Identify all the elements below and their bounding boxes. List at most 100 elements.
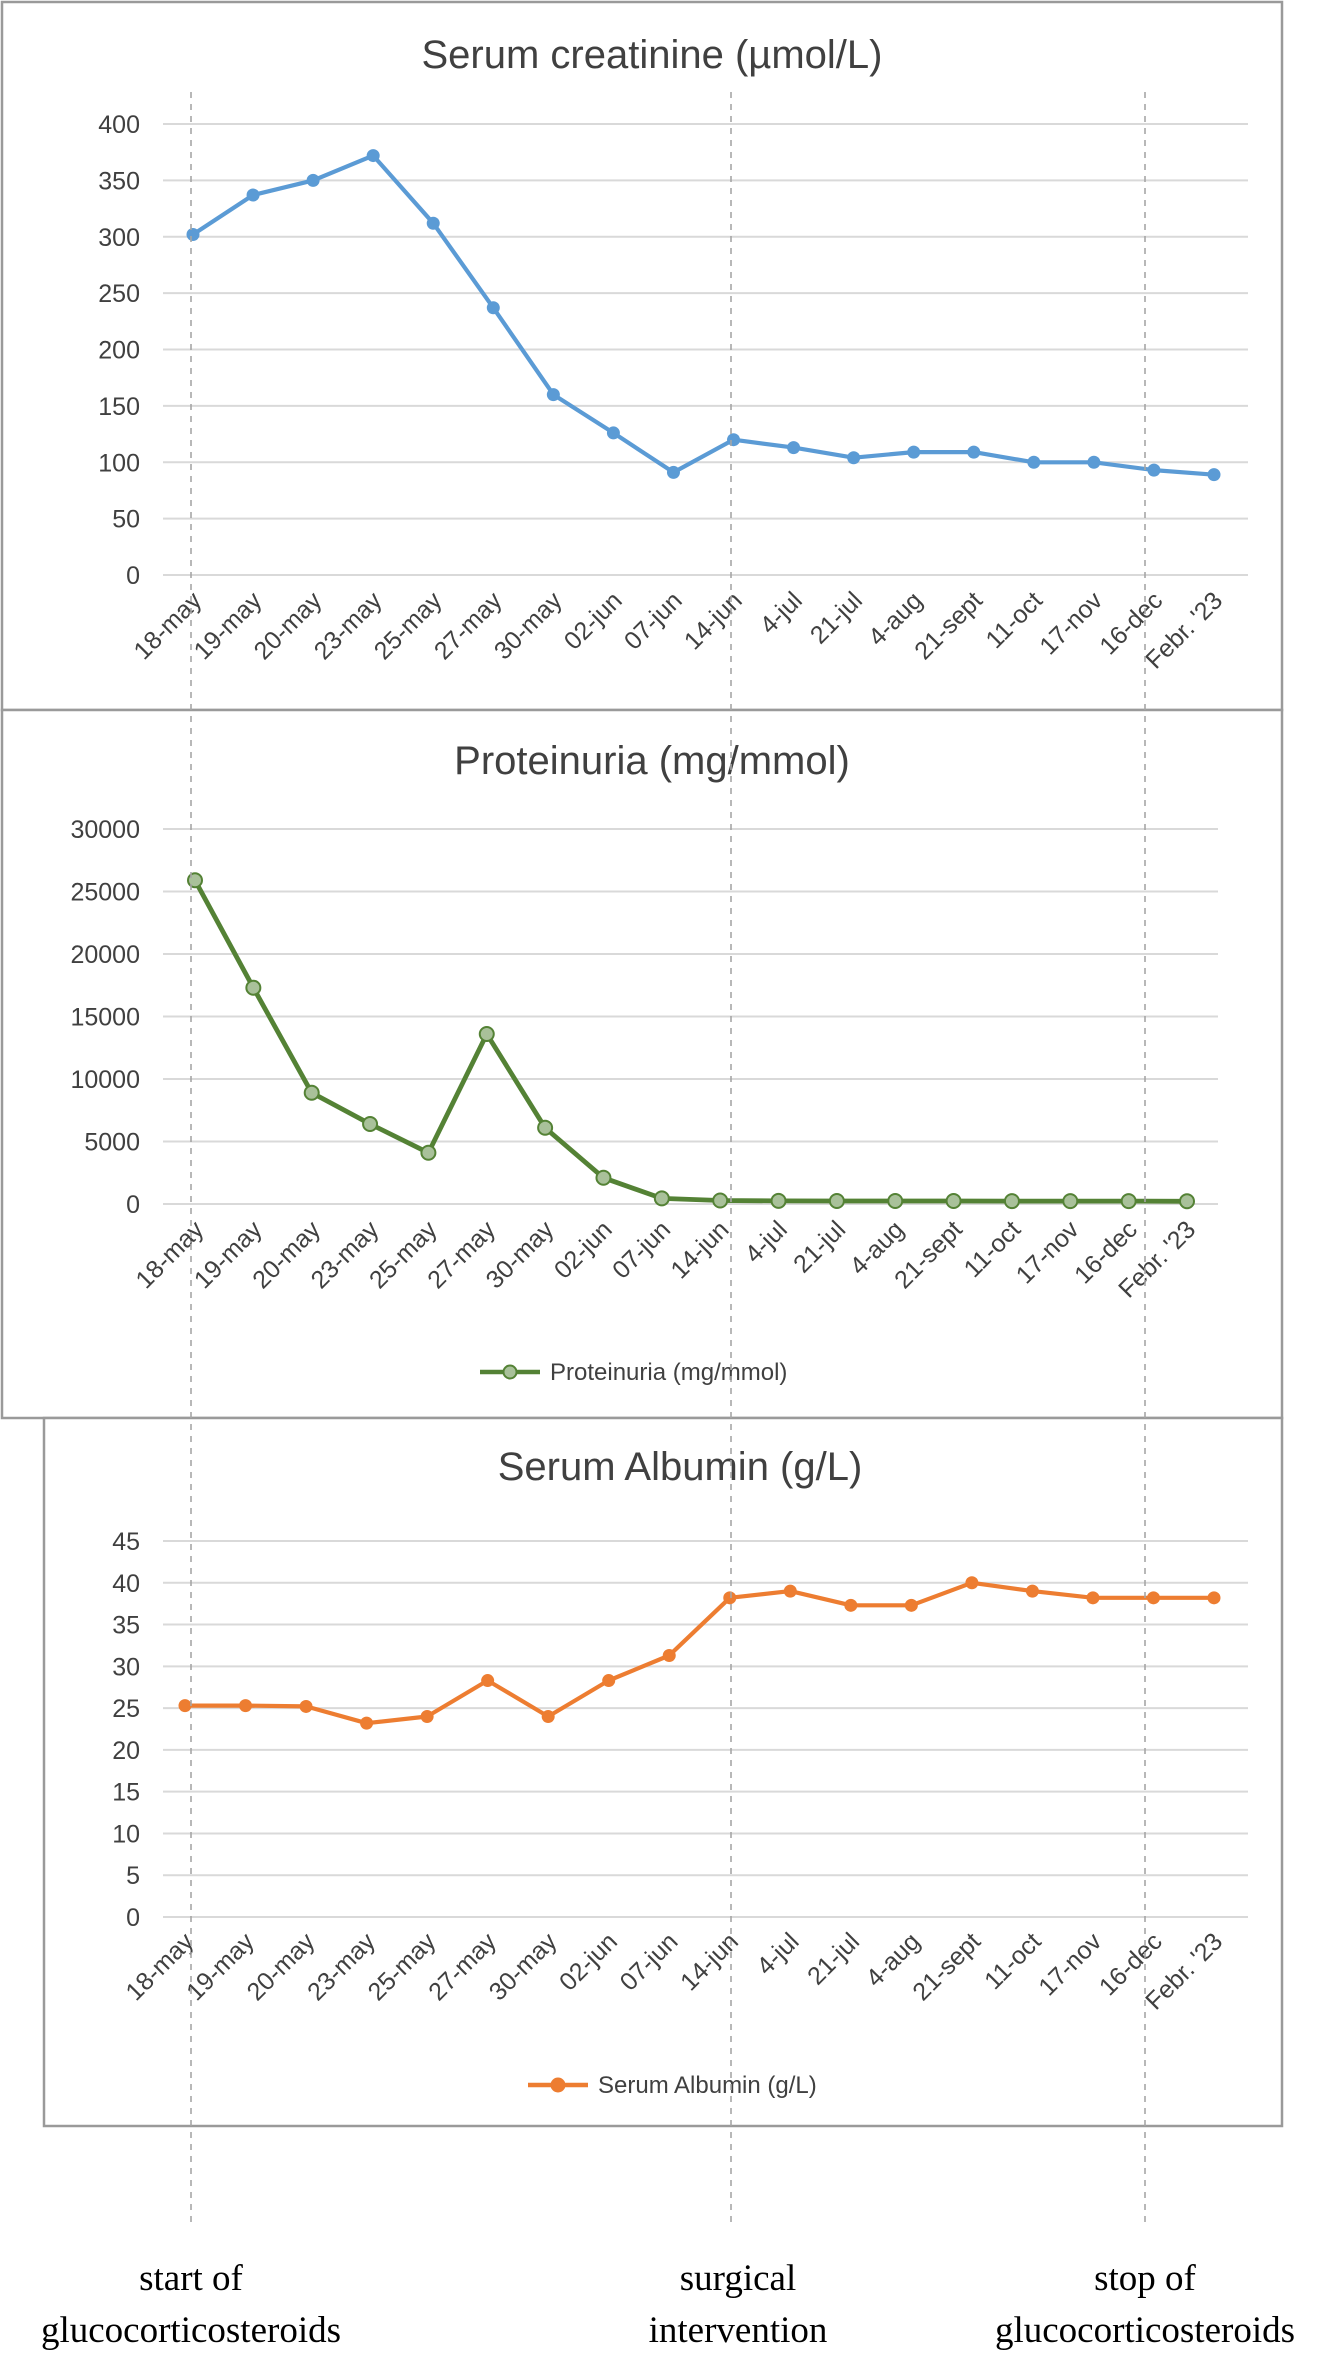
data-point (420, 1709, 434, 1723)
data-point (1025, 1584, 1039, 1598)
y-tick-label: 150 (98, 393, 140, 421)
series-line (190, 153, 1217, 477)
series-line (182, 1580, 1217, 1726)
data-point (541, 1709, 555, 1723)
annotation-stop-line2: glucocorticosteroids (995, 2310, 1295, 2351)
data-point (299, 1699, 313, 1713)
y-tick-label: 25000 (70, 879, 140, 907)
data-point (366, 149, 380, 163)
y-tick-label: 100 (98, 449, 140, 477)
series-line (192, 877, 1190, 1204)
data-point (178, 1699, 192, 1713)
data-point (1146, 1591, 1160, 1605)
y-tick-label: 30 (112, 1653, 140, 1681)
data-point (723, 1591, 737, 1605)
data-point (303, 1084, 320, 1101)
data-point (362, 1116, 379, 1132)
data-point (602, 1674, 616, 1688)
y-tick-label: 15 (112, 1779, 140, 1807)
data-point (770, 1192, 787, 1209)
data-point (967, 445, 981, 459)
y-tick-label: 40 (112, 1570, 140, 1598)
chart-title: Serum Albumin (g/L) (498, 1445, 863, 1489)
y-tick-label: 50 (112, 506, 140, 534)
chart-frame (0, 0, 1284, 712)
chart-panel-2: Proteinuria (mg/mmol) 0 5000 10000 15000 2000… (0, 708, 1284, 1420)
y-tick-label: 10 (112, 1820, 140, 1848)
chart-title: Serum creatinine (µmol/L) (422, 33, 883, 77)
data-point (187, 872, 203, 889)
chart-frame (0, 708, 1284, 1420)
chart-panel-3: Serum Albumin (g/L)05101520253035404518-… (42, 1416, 1284, 2128)
data-point (486, 301, 500, 315)
y-tick-label: 20 (112, 1737, 140, 1765)
y-tick-label: 15000 (70, 1004, 140, 1032)
data-point (653, 1190, 670, 1207)
legend-label: Serum Albumin (g/L) (598, 2072, 817, 2099)
data-point (712, 1192, 729, 1209)
y-tick-label: 5 (126, 1862, 140, 1890)
legend-swatch-marker (550, 2077, 566, 2093)
chart-frame (42, 1416, 1284, 2128)
annotation-start-line1: start of (139, 2258, 243, 2299)
y-tick-label: 45 (112, 1528, 140, 1556)
data-point (1003, 1193, 1020, 1210)
data-point (1207, 1591, 1221, 1605)
data-point (306, 173, 320, 187)
data-point (186, 227, 200, 241)
data-point (1087, 455, 1101, 469)
y-tick-label: 10000 (70, 1066, 140, 1094)
event-markers (190, 92, 1146, 2225)
y-tick-label: 35 (112, 1612, 140, 1640)
y-tick-label: 0 (126, 1191, 140, 1219)
data-point (595, 1169, 612, 1186)
chart-panel-1: Serum creatinine (µmol/L) 0 50 100 150 200 250… (0, 0, 1284, 712)
data-point (727, 433, 741, 447)
y-tick-label: 25 (112, 1695, 140, 1723)
data-point (828, 1193, 845, 1209)
data-point (481, 1674, 495, 1688)
y-tick-label: 20000 (70, 941, 140, 969)
data-point (844, 1598, 858, 1612)
data-point (965, 1576, 979, 1590)
data-point (239, 1699, 253, 1713)
annotation-stop-line1: stop of (1094, 2258, 1196, 2299)
data-point (887, 1193, 904, 1209)
data-point (904, 1598, 918, 1612)
data-point (478, 1026, 495, 1042)
data-point (1179, 1193, 1195, 1210)
data-point (1147, 463, 1161, 477)
chart-panels: Serum creatinine (µmol/L)050100150200250… (0, 0, 1284, 2128)
legend: Serum Albumin (g/L) (528, 2072, 817, 2099)
y-tick-label: 400 (98, 111, 140, 139)
data-point (783, 1584, 797, 1598)
annotation-start-line2: glucocorticosteroids (41, 2310, 341, 2351)
chart-title: Proteinuria (mg/mmol) (454, 739, 850, 783)
data-point (945, 1193, 962, 1209)
data-point (787, 441, 801, 455)
annotation-surgery-line1: surgical (680, 2258, 796, 2299)
data-point (546, 388, 560, 402)
y-tick-label: 5000 (84, 1129, 140, 1157)
data-point (1027, 455, 1041, 469)
event-annotations: start of glucocorticosteroids surgical i… (41, 2258, 1295, 2351)
data-point (426, 216, 440, 230)
data-point (246, 188, 260, 202)
y-tick-label: 30000 (70, 816, 140, 844)
y-tick-label: 0 (126, 562, 140, 590)
legend-swatch-marker (502, 1364, 518, 1380)
data-point (666, 465, 680, 479)
data-point (420, 1144, 437, 1161)
data-point (360, 1716, 374, 1730)
data-point (1207, 468, 1221, 482)
y-tick-label: 250 (98, 280, 140, 308)
data-point (907, 445, 921, 459)
data-point (245, 979, 262, 996)
y-tick-label: 200 (98, 337, 140, 365)
data-point (1086, 1591, 1100, 1605)
data-point (1062, 1193, 1079, 1210)
legend-label: Proteinuria (mg/mmol) (550, 1359, 787, 1386)
data-point (606, 426, 620, 440)
y-tick-label: 300 (98, 224, 140, 252)
